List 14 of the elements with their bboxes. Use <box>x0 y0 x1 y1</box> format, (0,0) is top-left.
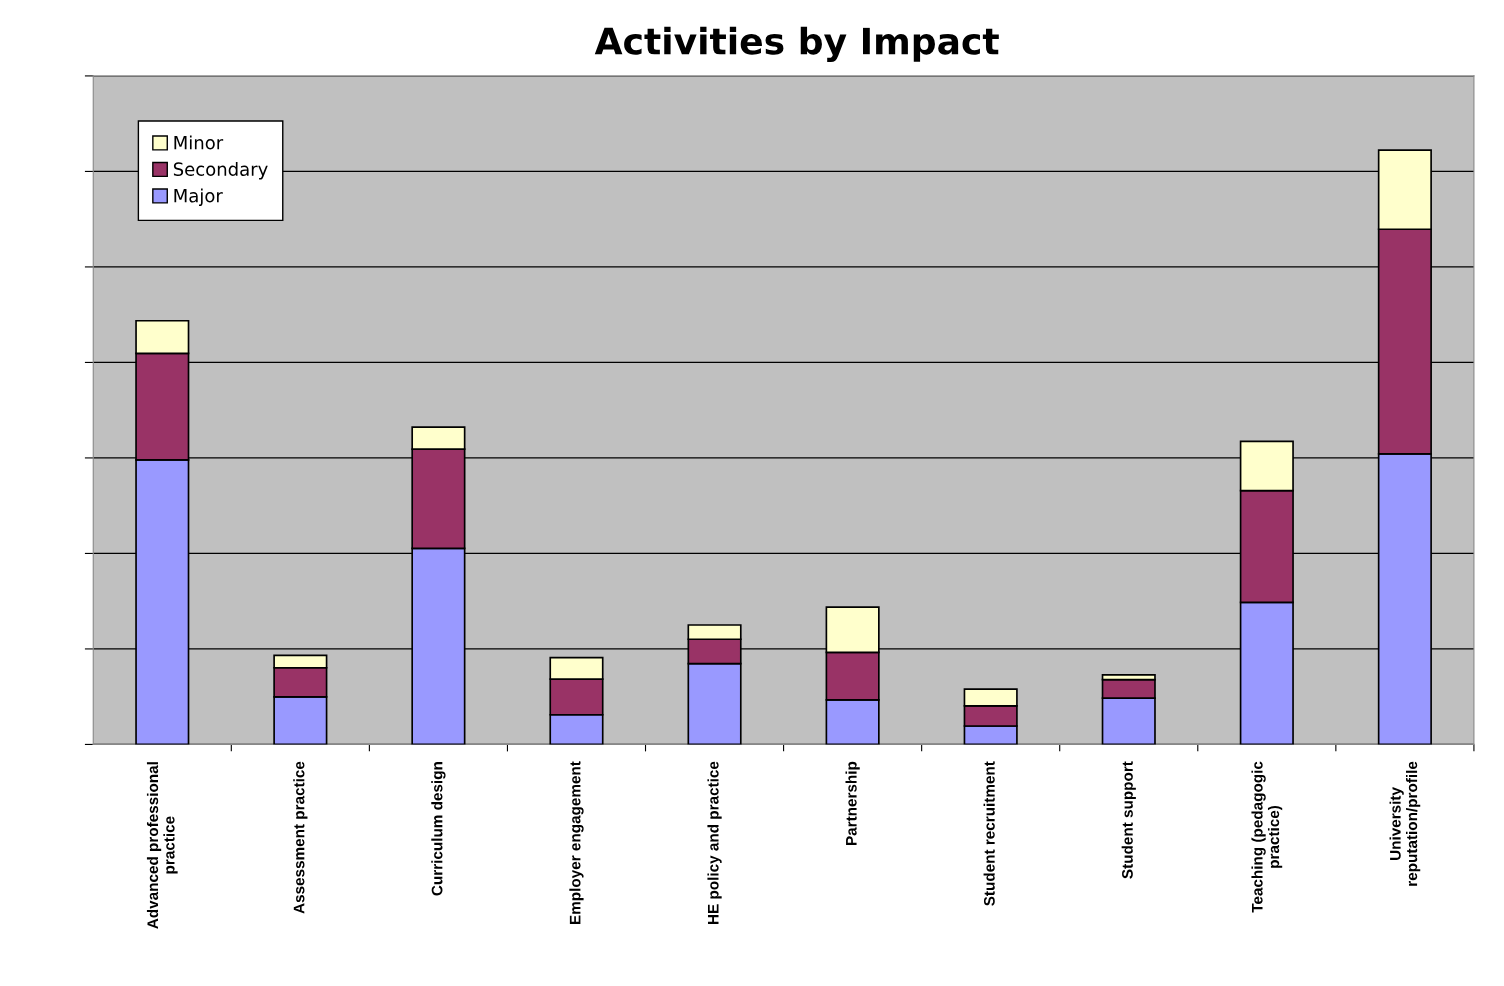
x-tick-label: Partnership <box>845 761 860 846</box>
x-tick-label: Assessment practice <box>293 761 308 914</box>
x-tick-label: Employer engagement <box>569 761 584 924</box>
legend-label: Major <box>174 188 223 206</box>
x-tick-label: HE policy and practice <box>707 761 722 924</box>
x-tick-label: Teaching (pedagogic practice) <box>1251 761 1283 913</box>
legend-label: Minor <box>174 135 224 150</box>
legend-label: Secondary <box>173 162 268 180</box>
x-tick-label: Student recruitment <box>983 761 995 906</box>
x-tick-label: University reputation/profile <box>1389 761 1421 886</box>
x-tick-label: Curriculum design <box>431 762 446 896</box>
x-tick-label: Student support <box>1121 761 1136 879</box>
chart-title: Activities by Impact <box>594 26 999 62</box>
x-tick-label: Advanced professional practice <box>146 762 178 929</box>
